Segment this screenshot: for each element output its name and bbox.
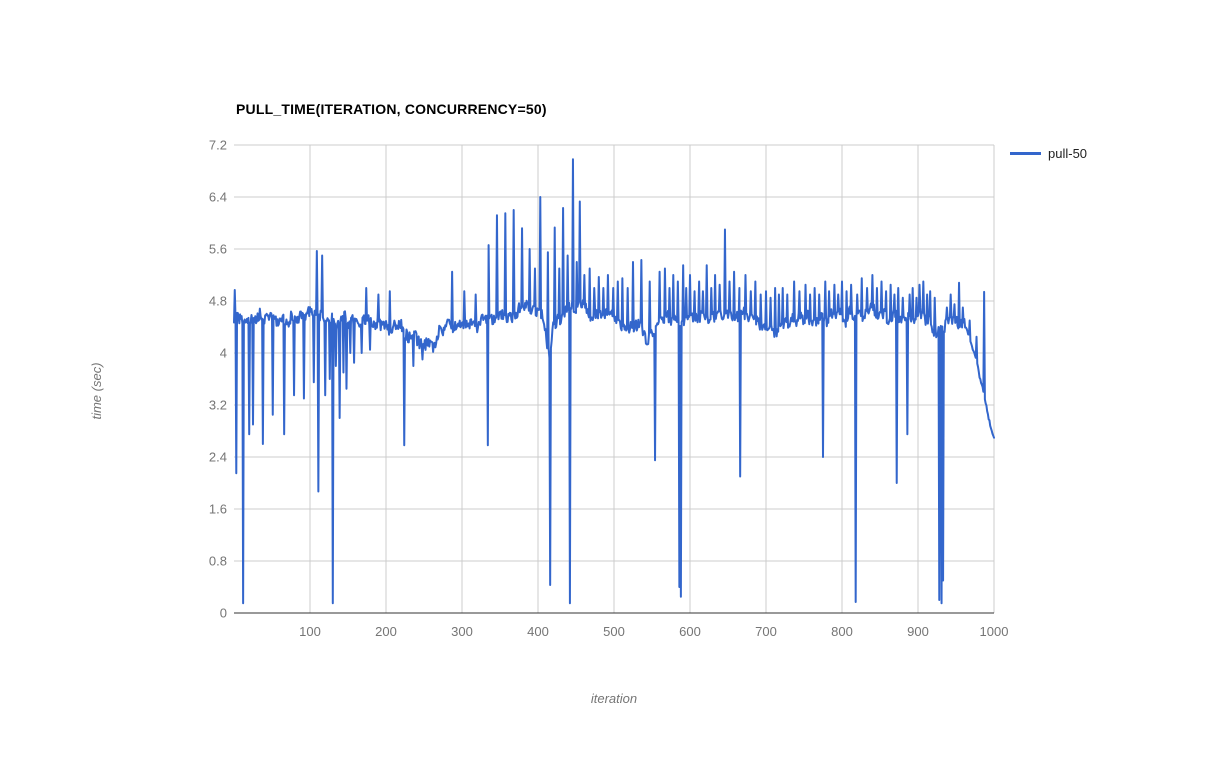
y-tick-label: 7.2 [209, 138, 227, 153]
y-tick-label: 4.8 [209, 294, 227, 309]
legend-series-label: pull-50 [1048, 145, 1088, 161]
x-tick-label: 300 [451, 624, 473, 639]
x-tick-label: 400 [527, 624, 549, 639]
y-tick-label: 3.2 [209, 398, 227, 413]
gridlines [234, 144, 995, 614]
series-line-pull-50 [233, 158, 995, 605]
x-tick-label: 1000 [980, 624, 1009, 639]
x-tick-label: 200 [375, 624, 397, 639]
x-tick-label: 100 [299, 624, 321, 639]
y-tick-label: 4 [220, 346, 227, 361]
x-tick-label: 600 [679, 624, 701, 639]
y-tick-label: 0 [220, 606, 227, 621]
x-tick-label: 500 [603, 624, 625, 639]
x-tick-labels: 100 200 300 400 500 600 700 800 900 1000 [299, 624, 1008, 639]
legend: pull-50 [1010, 144, 1087, 162]
y-tick-label: 6.4 [209, 190, 227, 205]
x-tick-label: 900 [907, 624, 929, 639]
y-tick-label: 5.6 [209, 242, 227, 257]
chart-title: PULL_TIME(ITERATION, CONCURRENCY=50) [236, 101, 547, 117]
y-tick-labels: 0 0.8 1.6 2.4 3.2 4 4.8 5.6 6.4 7.2 [209, 138, 227, 621]
y-tick-label: 2.4 [209, 450, 227, 465]
x-tick-label: 800 [831, 624, 853, 639]
x-axis-title: iteration [590, 691, 638, 706]
legend-line-sample [1010, 151, 1041, 155]
x-tick-label: 700 [755, 624, 777, 639]
y-axis-title: time (sec) [89, 362, 104, 420]
y-tick-label: 0.8 [209, 554, 227, 569]
y-tick-label: 1.6 [209, 502, 227, 517]
